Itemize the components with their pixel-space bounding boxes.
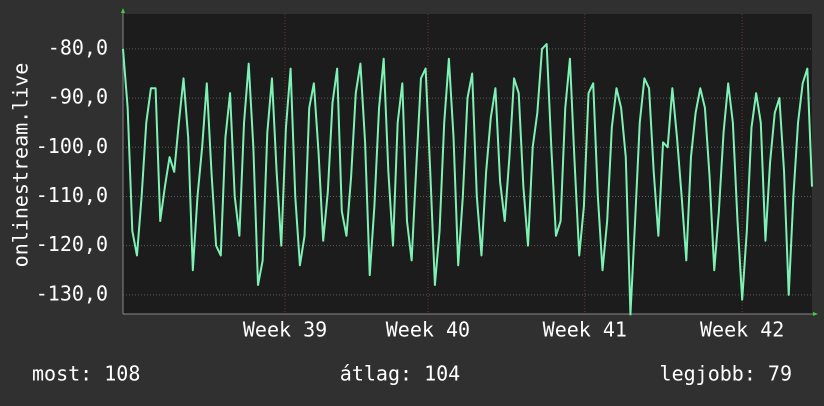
data-line [122,43,813,316]
plot-area [123,14,812,314]
stat-average: átlag: 104 [340,362,460,386]
x-tick-label: Week 42 [700,318,784,342]
y-axis-label: onlinestream.live [9,63,33,268]
y-arrow [121,8,125,13]
y-tick-label: -130,0 [36,281,108,305]
y-tick-label: -80,0 [48,35,108,59]
stat-best: legjobb: 79 [660,362,792,386]
x-tick-label: Week 39 [243,318,327,342]
x-arrow [813,312,818,316]
stat-current: most: 108 [32,362,140,386]
y-tick-label: -110,0 [36,183,108,207]
y-tick-label: -90,0 [48,85,108,109]
x-tick-label: Week 41 [543,318,627,342]
x-tick-label: Week 40 [386,318,470,342]
y-tick-label: -100,0 [36,134,108,158]
y-tick-label: -120,0 [36,232,108,256]
